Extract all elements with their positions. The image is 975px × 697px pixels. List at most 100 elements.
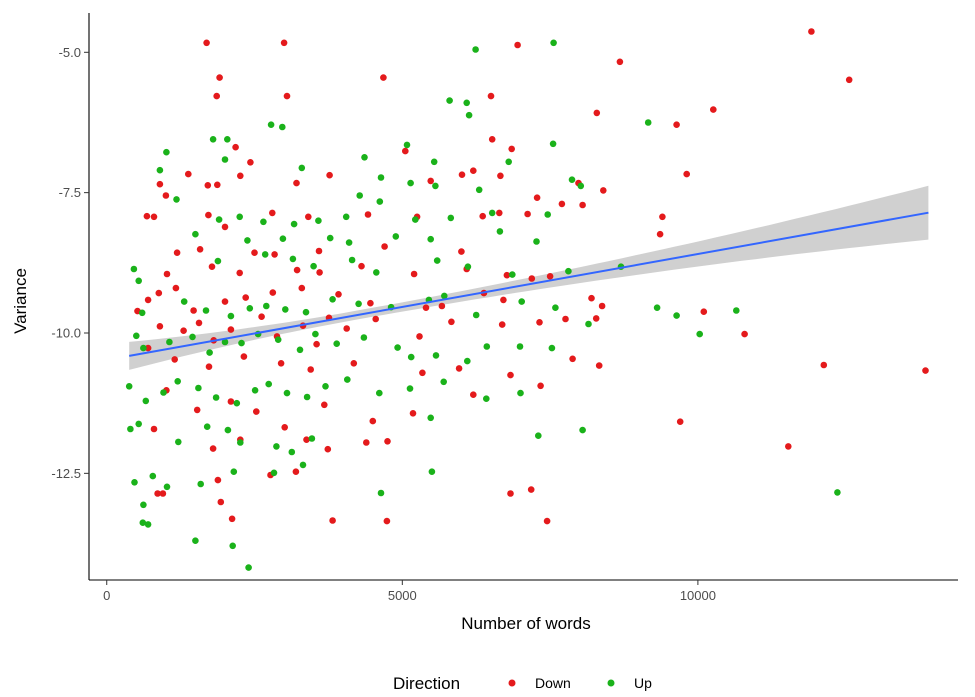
point-up	[135, 277, 142, 285]
point-up	[131, 479, 138, 486]
point-up	[192, 537, 199, 544]
point-down	[381, 243, 388, 250]
point-up	[224, 136, 231, 143]
point-up	[549, 140, 557, 148]
point-down	[500, 296, 507, 304]
point-up	[149, 472, 157, 480]
point-down	[710, 106, 717, 113]
point-down	[269, 289, 277, 296]
point-up	[202, 307, 210, 314]
point-up	[298, 164, 306, 172]
point-down	[335, 291, 342, 298]
point-down	[326, 171, 333, 179]
point-down	[514, 41, 521, 49]
point-up	[224, 426, 232, 434]
point-up	[377, 174, 385, 181]
point-up	[227, 312, 235, 320]
point-up	[475, 186, 483, 194]
point-down	[180, 327, 187, 335]
point-up	[544, 211, 551, 218]
point-up	[407, 179, 414, 187]
point-down	[293, 266, 301, 274]
legend-title: Direction	[393, 674, 460, 693]
point-down	[507, 371, 514, 379]
point-up	[733, 307, 740, 314]
point-down	[369, 417, 377, 425]
point-down	[455, 365, 463, 372]
point-up	[261, 251, 269, 258]
point-down	[204, 182, 212, 189]
point-down	[683, 170, 690, 178]
point-up	[238, 339, 245, 347]
point-up	[342, 213, 350, 221]
point-down	[527, 486, 535, 493]
point-up	[245, 564, 252, 571]
point-up	[283, 389, 291, 397]
point-up	[195, 384, 202, 392]
point-up	[472, 46, 479, 53]
y-tick-label: -5.0	[59, 45, 81, 60]
point-down	[292, 468, 300, 476]
point-up	[464, 263, 472, 271]
point-up	[483, 395, 490, 403]
point-up	[299, 461, 307, 469]
point-up	[394, 344, 401, 351]
point-down	[185, 170, 192, 178]
point-down	[305, 213, 312, 221]
point-up	[329, 296, 336, 303]
point-up	[263, 302, 270, 310]
point-up	[463, 99, 471, 107]
point-down	[458, 171, 466, 178]
point-up	[344, 376, 351, 383]
point-down	[507, 490, 514, 497]
point-down	[402, 147, 409, 155]
point-up	[446, 97, 453, 104]
point-down	[232, 143, 239, 151]
point-up	[550, 39, 557, 47]
point-down	[416, 333, 423, 340]
point-up	[296, 346, 304, 354]
point-up	[392, 233, 400, 240]
point-down	[203, 39, 210, 47]
point-down	[524, 210, 531, 218]
point-down	[384, 438, 391, 445]
point-down	[558, 200, 566, 208]
point-up	[315, 217, 322, 224]
point-down	[616, 58, 624, 66]
point-down	[217, 498, 225, 506]
point-up	[251, 387, 259, 394]
point-down	[269, 209, 276, 217]
point-up	[373, 269, 380, 276]
point-up	[289, 255, 297, 263]
point-down	[656, 230, 664, 238]
legend-label-up: Up	[634, 675, 652, 691]
point-up	[189, 333, 196, 341]
point-up	[282, 306, 289, 313]
point-up	[430, 158, 438, 166]
point-down	[150, 213, 158, 221]
point-down	[600, 187, 607, 194]
point-up	[246, 305, 254, 312]
point-down	[209, 445, 217, 452]
point-up	[229, 542, 236, 550]
point-up	[192, 230, 199, 238]
point-down	[598, 302, 606, 310]
point-down	[383, 517, 391, 525]
point-down	[173, 249, 181, 256]
point-up	[127, 425, 134, 433]
point-down	[479, 212, 487, 220]
point-up	[518, 298, 525, 305]
point-down	[676, 418, 684, 426]
point-up	[236, 213, 243, 221]
point-down	[419, 369, 426, 377]
point-up	[135, 420, 142, 428]
point-down	[293, 179, 300, 187]
point-up	[565, 267, 572, 275]
point-down	[195, 319, 203, 327]
point-down	[528, 275, 536, 282]
point-down	[258, 313, 265, 321]
point-down	[242, 294, 249, 301]
point-up	[233, 399, 241, 407]
point-down	[700, 308, 708, 316]
point-up	[274, 336, 282, 344]
